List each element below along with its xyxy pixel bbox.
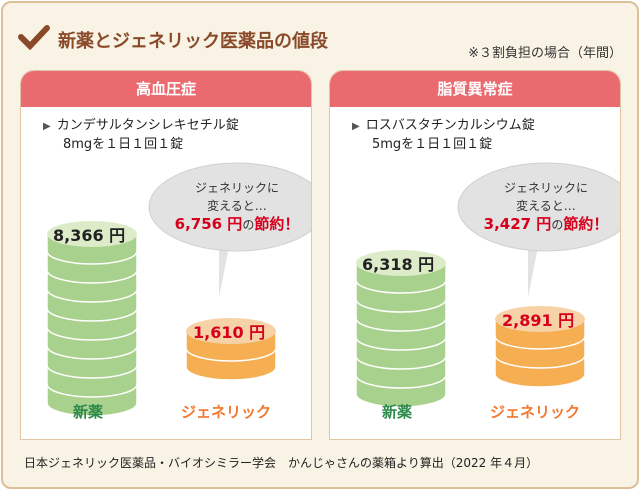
- generic-label: ジェネリック: [181, 403, 272, 421]
- brand-label: 新薬: [382, 403, 413, 421]
- drug-description: ▶ カンデサルタンシレキセチル錠 8mgを１日１回１錠: [43, 117, 239, 154]
- panel-dyslipidemia: 脂質異常症 ▶ ロスバスタチンカルシウム錠 5mgを１日１回１錠 6,318 円 2…: [329, 70, 621, 440]
- bubble-shape: [148, 162, 311, 252]
- checkmark-icon: [18, 25, 50, 50]
- bubble-line1: ジェネリックに: [503, 181, 588, 195]
- drug-description: ▶ ロスバスタチンカルシウム錠 5mgを１日１回１錠: [352, 117, 535, 154]
- brand-label: 新薬: [73, 403, 104, 421]
- coin-stacks: [355, 162, 620, 408]
- panel-header: 脂質異常症: [330, 71, 620, 107]
- savings-particle: の: [242, 218, 255, 232]
- panel-header: 高血圧症: [21, 71, 311, 107]
- brand-coin-top: [47, 221, 137, 247]
- savings-bubble: ジェネリックに 変えると… 3,427 円の節約！: [458, 179, 620, 234]
- savings-amount: 3,427 円: [483, 215, 552, 233]
- savings-amount: 6,756 円: [174, 215, 243, 233]
- generic-label: ジェネリック: [490, 403, 581, 421]
- generic-price: 1,610 円: [193, 323, 266, 342]
- brand-price: 8,366 円: [53, 226, 126, 245]
- source-footer: 日本ジェネリック医薬品・バイオシミラー学会 かんじゃさんの薬箱より算出（2022…: [24, 456, 539, 470]
- panel-hypertension: 高血圧症 ▶ カンデサルタンシレキセチル錠 8mgを１日１回１錠 8,366 円 1…: [20, 70, 312, 440]
- savings-bubble: ジェネリックに 変えると… 6,756 円の節約！: [149, 179, 311, 234]
- drug-dosage: 8mgを１日１回１錠: [63, 137, 184, 152]
- triangle-icon: ▶: [352, 121, 360, 132]
- generic-coin-top: [495, 306, 585, 332]
- coin-stacks: [46, 162, 311, 417]
- savings-label: 節約！: [563, 215, 609, 233]
- generic-coin-top: [186, 318, 276, 344]
- triangle-icon: ▶: [43, 121, 51, 132]
- bubble-line2: 変えると…: [207, 199, 267, 213]
- brand-coin-top: [356, 250, 446, 276]
- drug-name: ロスバスタチンカルシウム錠: [365, 118, 535, 133]
- drug-name: カンデサルタンシレキセチル錠: [56, 118, 239, 133]
- brand-price: 6,318 円: [362, 255, 435, 274]
- bubble-shape: [457, 162, 620, 252]
- cost-note: ※３割負担の場合（年間）: [468, 46, 622, 61]
- bubble-line1: ジェネリックに: [194, 181, 279, 195]
- generic-price: 2,891 円: [502, 311, 575, 330]
- savings-label: 節約！: [254, 215, 300, 233]
- bubble-line2: 変えると…: [516, 199, 576, 213]
- drug-dosage: 5mgを１日１回１錠: [372, 137, 493, 152]
- savings-particle: の: [551, 218, 564, 232]
- page-title: 新薬とジェネリック医薬品の値段: [58, 31, 328, 52]
